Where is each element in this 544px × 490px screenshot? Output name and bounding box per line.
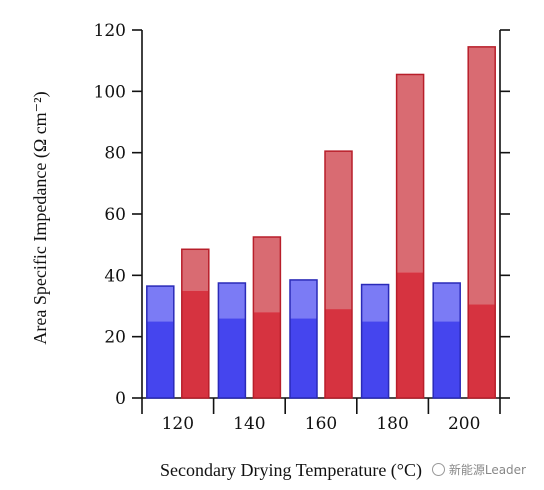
y-tick-label-120: 120 — [94, 21, 126, 41]
bar-lower-200-s2 — [468, 304, 496, 398]
bar-upper-120-s1 — [146, 286, 174, 322]
x-tick-label-200: 200 — [448, 414, 480, 434]
bar-outline-200-s2 — [467, 46, 496, 399]
bar-upper-120-s2 — [181, 249, 209, 291]
watermark: 新能源Leader — [431, 461, 526, 478]
bar-outline-200-s1 — [432, 282, 461, 399]
bar-lower-160-s2 — [325, 309, 352, 398]
bar-upper-200-s2 — [468, 46, 496, 305]
x-tick-label-180: 180 — [376, 414, 408, 434]
bar-lower-140-s1 — [218, 318, 246, 398]
bar-outline-140-s2 — [252, 236, 282, 399]
bar-lower-120-s2 — [181, 290, 209, 398]
bar-lower-140-s2 — [253, 312, 281, 398]
bar-upper-140-s2 — [253, 237, 281, 313]
y-tick-label-40: 40 — [104, 266, 126, 286]
bar-lower-200-s1 — [433, 321, 461, 398]
bar-upper-200-s1 — [433, 283, 461, 322]
bar-upper-180-s1 — [361, 284, 389, 322]
y-tick-label-0: 0 — [115, 389, 126, 409]
bar-upper-180-s2 — [396, 74, 424, 273]
x-tick-label-140: 140 — [233, 414, 265, 434]
bar-lower-180-s1 — [361, 321, 389, 398]
y-axis-title: Area Specific Impedance (Ω cm⁻²) — [30, 91, 51, 344]
bar-upper-160-s1 — [290, 279, 317, 319]
bar-upper-140-s1 — [218, 283, 246, 319]
x-tick-label-120: 120 — [162, 414, 194, 434]
wechat-icon — [431, 463, 445, 476]
bar-lower-160-s1 — [290, 318, 317, 398]
bars — [146, 46, 496, 399]
bar-lower-120-s1 — [146, 321, 174, 398]
y-tick-label-80: 80 — [104, 144, 126, 164]
bar-outline-180-s2 — [395, 73, 425, 399]
watermark-text: 新能源Leader — [448, 463, 526, 477]
bar-upper-160-s2 — [325, 151, 352, 310]
bar-lower-180-s2 — [396, 272, 424, 398]
bar-outline-160-s1 — [289, 279, 318, 399]
bar-outline-160-s2 — [324, 150, 353, 399]
bar-outline-120-s1 — [146, 285, 175, 399]
bar-outline-120-s2 — [181, 248, 210, 399]
bar-outline-140-s1 — [217, 282, 247, 399]
x-tick-label-160: 160 — [305, 414, 337, 434]
y-tick-label-20: 20 — [104, 328, 126, 348]
tick-labels: 0 20 40 60 80 100 120 120 140 160 180 200 — [94, 21, 481, 434]
y-tick-label-100: 100 — [94, 82, 126, 102]
bar-outline-180-s1 — [360, 283, 390, 399]
x-axis-title: Secondary Drying Temperature (°C) — [160, 460, 422, 481]
y-tick-label-60: 60 — [104, 205, 126, 225]
